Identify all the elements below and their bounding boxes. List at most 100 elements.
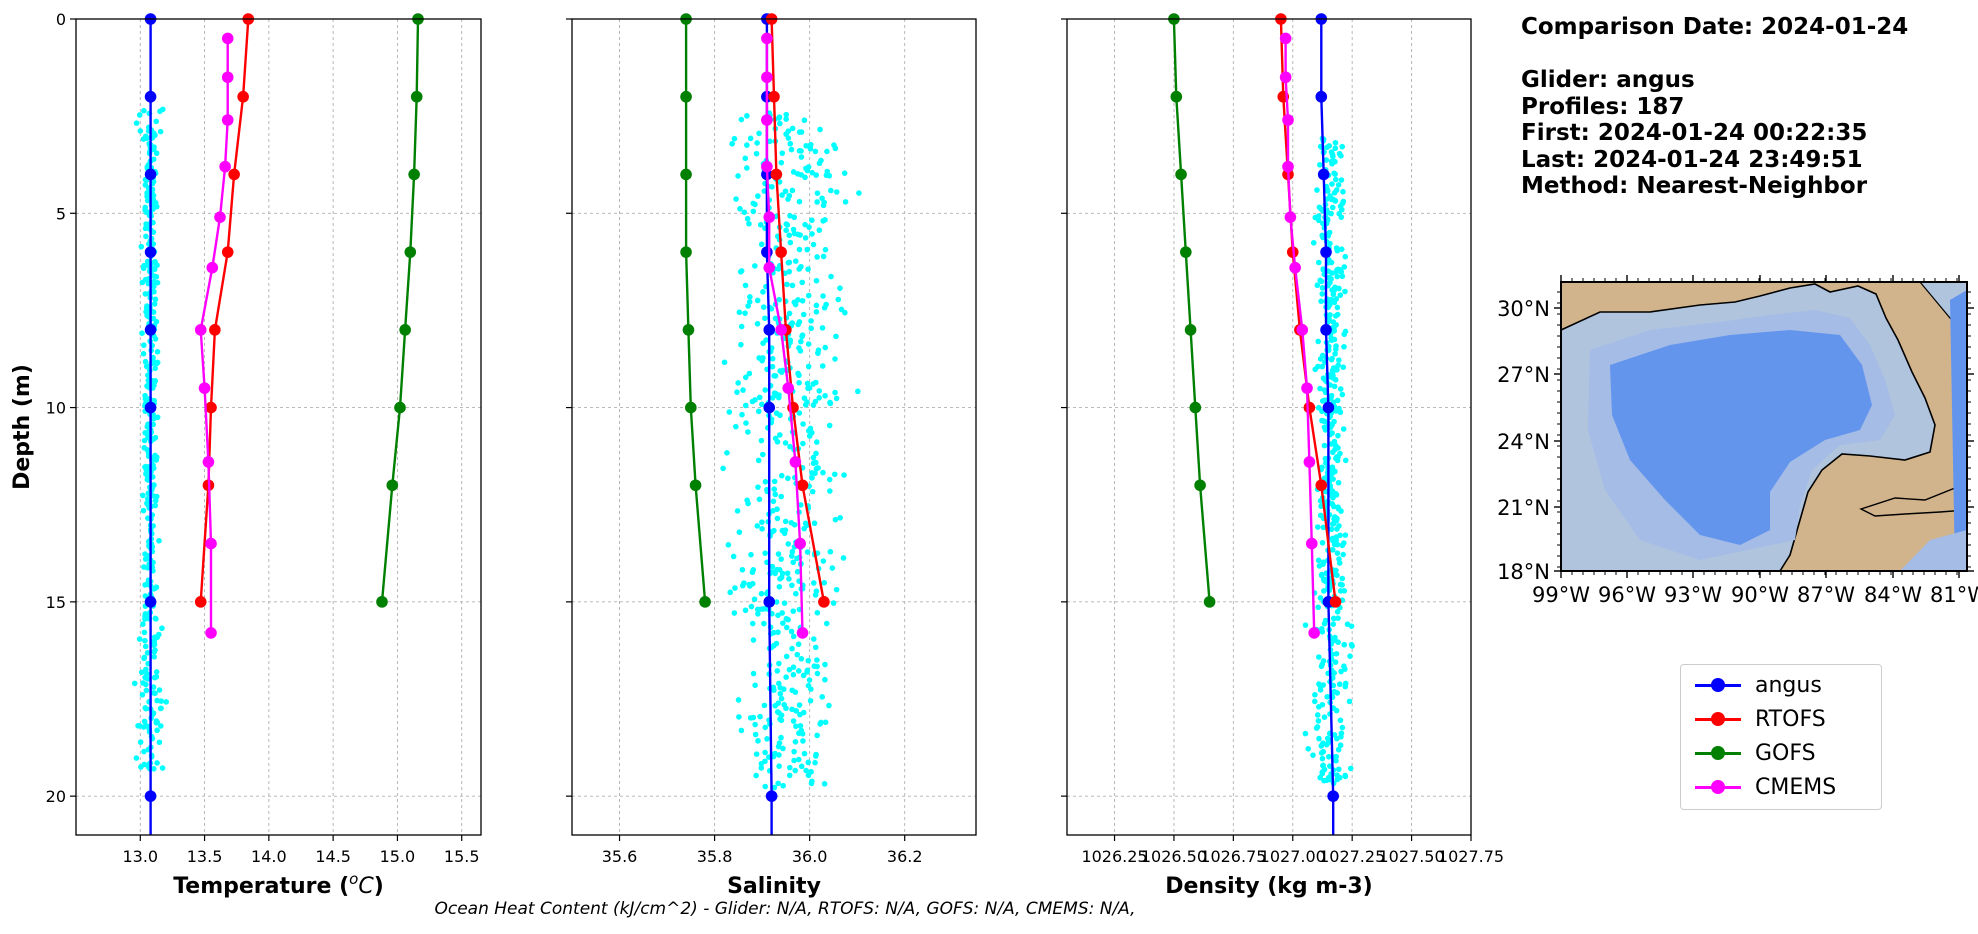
- legend-marker-icon: [1711, 712, 1725, 726]
- glider-scatter-point: [1314, 282, 1321, 289]
- glider-scatter-point: [1318, 743, 1325, 749]
- glider-scatter-point: [779, 527, 786, 534]
- glider-scatter-point: [805, 657, 812, 664]
- glider-scatter-point: [758, 590, 765, 597]
- glider-scatter-point: [153, 118, 160, 125]
- series-point-gofs: [1170, 90, 1183, 103]
- glider-scatter-point: [832, 389, 838, 396]
- series-point-cmems: [205, 627, 217, 639]
- glider-scatter-point: [1319, 628, 1326, 635]
- glider-scatter-point: [820, 469, 826, 476]
- glider-scatter-point: [810, 460, 817, 467]
- chart-panel-1: 13.0 13.5 14.0 14.5 15.0 15.5 0 5 10 15 20 Temperat…: [10, 10, 482, 899]
- axes-frame: [75, 18, 482, 836]
- glider-scatter-point: [1335, 182, 1342, 188]
- glider-scatter-point: [730, 553, 737, 560]
- first-time: First: 2024-01-24 00:22:35: [1521, 120, 1868, 146]
- glider-scatter-point: [158, 705, 164, 712]
- glider-scatter-point: [795, 321, 801, 328]
- glider-scatter-point: [1336, 357, 1342, 363]
- glider-scatter-point: [760, 304, 767, 310]
- glider-scatter-point: [799, 297, 806, 304]
- series-point-gofs: [680, 246, 692, 258]
- glider-scatter-point: [762, 387, 769, 393]
- glider-scatter-point: [803, 767, 809, 774]
- glider-scatter-point: [1325, 233, 1332, 239]
- x-tick-label: 14.5: [315, 847, 351, 866]
- glider-scatter-point: [142, 643, 149, 650]
- glider-scatter-point: [809, 488, 816, 495]
- glider-scatter-point: [855, 388, 861, 395]
- glider-scatter-point: [158, 723, 164, 729]
- glider-scatter-point: [1324, 694, 1331, 700]
- series-point-rtofs: [205, 401, 217, 414]
- glider-scatter-point: [758, 765, 765, 771]
- glider-scatter-point: [790, 608, 797, 614]
- glider-scatter-point: [783, 653, 790, 660]
- axes-frame: [1066, 18, 1472, 836]
- glider-scatter-point: [742, 282, 749, 289]
- glider-scatter-point: [791, 757, 797, 764]
- glider-scatter-point: [823, 620, 830, 627]
- x-tick-label: 1027.50: [1379, 847, 1445, 866]
- glider-scatter-point: [810, 241, 817, 248]
- glider-scatter-point: [737, 205, 743, 212]
- series-point-gofs: [399, 324, 411, 336]
- glider-scatter-point: [140, 680, 146, 686]
- glider-scatter-point: [789, 582, 795, 589]
- glider-scatter-point: [800, 709, 807, 716]
- glider-scatter-point: [790, 718, 797, 724]
- glider-scatter-point: [725, 542, 732, 548]
- glider-scatter-point: [833, 395, 840, 402]
- series-point-cmems: [761, 160, 773, 173]
- glider-scatter-point: [831, 142, 837, 148]
- x-tick-label: 1026.75: [1200, 847, 1266, 866]
- glider-scatter-point: [782, 188, 789, 195]
- glider-scatter-point: [139, 279, 146, 286]
- glider-scatter-point: [151, 266, 158, 273]
- series-line-rtofs: [770, 18, 826, 603]
- glider-scatter-point: [808, 318, 814, 324]
- glider-scatter-point: [841, 170, 848, 176]
- glider-scatter-point: [136, 636, 143, 642]
- map-ocean-deep: [1610, 330, 1872, 545]
- series-point-rtofs: [221, 246, 234, 258]
- glider-scatter-point: [138, 243, 145, 250]
- glider-scatter-point: [1323, 741, 1330, 748]
- glider-scatter-point: [786, 232, 793, 239]
- glider-scatter-point: [1339, 273, 1346, 280]
- glider-scatter-point: [1323, 157, 1330, 163]
- y-axis-label: Depth (m): [10, 364, 35, 490]
- glider-scatter-point: [1339, 724, 1346, 731]
- glider-scatter-point: [784, 281, 790, 288]
- series-point-rtofs: [1303, 401, 1316, 414]
- glider-scatter-point: [726, 409, 733, 415]
- glider-scatter-point: [151, 674, 158, 681]
- glider-scatter-point: [152, 497, 159, 504]
- glider-scatter-point: [137, 128, 144, 134]
- glider-scatter-point: [804, 399, 810, 405]
- glider-scatter-point: [1312, 366, 1319, 373]
- glider-scatter-point: [789, 320, 796, 326]
- glider-scatter-point: [1320, 524, 1327, 531]
- glider-scatter-point: [805, 682, 812, 689]
- series-point-gofs: [410, 90, 423, 103]
- glider-scatter-point: [1347, 653, 1353, 659]
- legend-marker-icon: [1711, 746, 1725, 760]
- series-point-gofs: [685, 401, 697, 414]
- glider-scatter-point: [813, 302, 820, 309]
- map-lat-label: 30°N: [1497, 297, 1550, 321]
- glider-scatter-point: [150, 241, 157, 247]
- glider-scatter-point: [1328, 298, 1335, 304]
- x-axis-label: Density (kg m-3): [1165, 874, 1373, 899]
- glider-scatter-point: [773, 599, 780, 605]
- glider-scatter-point: [762, 478, 769, 485]
- series-point-rtofs: [796, 479, 809, 492]
- glider-scatter-point: [142, 593, 149, 599]
- glider-scatter-point: [819, 325, 826, 331]
- glider-scatter-point: [1329, 464, 1336, 470]
- series-point-cmems: [796, 627, 809, 639]
- glider-scatter-point: [813, 450, 819, 457]
- glider-scatter-point: [1320, 561, 1326, 567]
